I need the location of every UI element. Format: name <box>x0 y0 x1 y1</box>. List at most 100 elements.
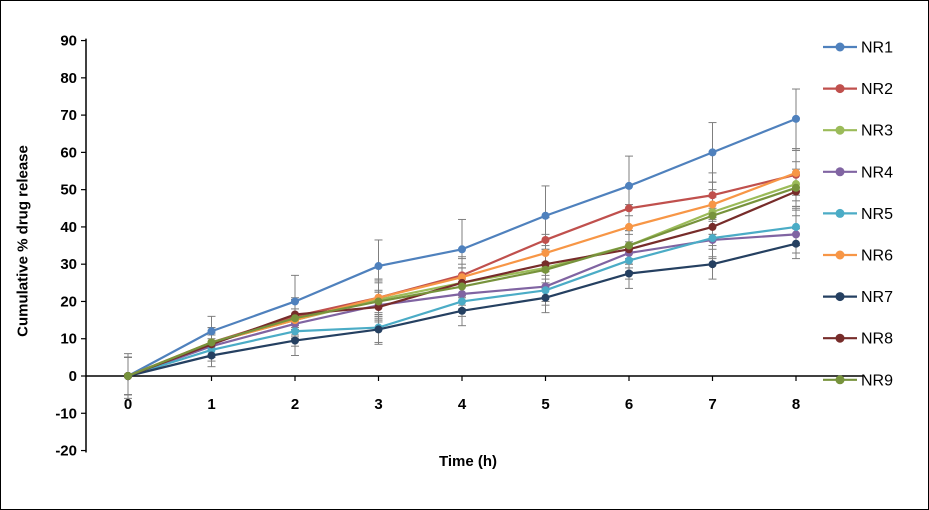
marker-NR2 <box>541 235 550 244</box>
marker-NR2 <box>708 191 717 200</box>
legend-label: NR7 <box>861 289 893 306</box>
legend-marker-dot <box>835 292 845 302</box>
x-tick-label: 8 <box>792 396 800 413</box>
series-NR7 <box>124 239 800 380</box>
x-tick-label: 3 <box>374 396 382 413</box>
marker-NR5 <box>625 256 633 265</box>
marker-NR7 <box>207 351 216 360</box>
legend-item-NR5: NR5 <box>823 206 893 223</box>
marker-NR5 <box>207 345 216 354</box>
marker-NR5 <box>291 327 299 336</box>
legend-marker-dot <box>835 167 845 177</box>
legend-marker-dot <box>835 42 845 52</box>
legend-marker-dot <box>835 250 845 260</box>
legend-label: NR3 <box>861 123 893 140</box>
marker-NR9 <box>541 265 550 274</box>
legend-item-NR6: NR6 <box>823 248 893 265</box>
legend-item-NR1: NR1 <box>823 40 893 57</box>
y-tick-label: 20 <box>60 293 77 310</box>
legend-item-NR8: NR8 <box>823 331 893 348</box>
series-NR6 <box>124 168 800 380</box>
x-tick-label: 0 <box>124 396 132 413</box>
y-tick-label: 10 <box>60 331 77 348</box>
marker-NR7 <box>792 239 800 248</box>
legend-label: NR2 <box>861 81 893 98</box>
marker-NR1 <box>291 297 299 306</box>
marker-NR7 <box>458 306 466 315</box>
marker-NR9 <box>708 211 717 220</box>
legend-marker-dot <box>835 375 845 385</box>
marker-NR1 <box>541 211 550 220</box>
marker-NR4 <box>458 290 466 299</box>
marker-NR7 <box>291 336 299 345</box>
legend-marker-dot <box>835 84 845 94</box>
marker-NR7 <box>374 325 383 334</box>
y-tick-label: 80 <box>60 70 77 87</box>
x-tick-label: 2 <box>291 396 299 413</box>
legend-label: NR5 <box>861 206 893 223</box>
x-tick-label: 7 <box>708 396 716 413</box>
legend-item-NR7: NR7 <box>823 289 893 306</box>
legend-marker-dot <box>835 333 845 343</box>
legend-marker-dot <box>835 125 845 135</box>
legend-label: NR9 <box>861 372 893 389</box>
marker-NR2 <box>625 204 633 213</box>
legend-label: NR4 <box>861 164 893 181</box>
y-tick-label: -10 <box>55 405 77 422</box>
marker-NR6 <box>625 222 633 231</box>
y-tick-label: 70 <box>60 107 77 124</box>
legend-item-NR4: NR4 <box>823 164 893 181</box>
marker-NR6 <box>792 168 800 177</box>
x-axis-title: Time (h) <box>438 453 498 470</box>
marker-NR9 <box>374 297 383 306</box>
series-NR9 <box>124 183 800 380</box>
y-tick-label: 90 <box>60 33 77 50</box>
marker-NR4 <box>792 230 800 239</box>
x-tick-label: 1 <box>207 396 215 413</box>
x-tick-label: 6 <box>625 396 633 413</box>
y-tick-label: 40 <box>60 219 77 236</box>
marker-NR7 <box>708 260 717 269</box>
marker-NR1 <box>625 181 633 190</box>
marker-NR9 <box>458 282 466 291</box>
legend-marker-dot <box>835 208 845 218</box>
legend-item-NR9: NR9 <box>823 372 893 389</box>
marker-NR8 <box>541 260 550 269</box>
marker-NR6 <box>541 249 550 258</box>
y-tick-label: 30 <box>60 256 77 273</box>
marker-NR9 <box>124 372 132 380</box>
marker-NR9 <box>207 338 216 347</box>
legend-label: NR6 <box>861 248 893 265</box>
marker-NR5 <box>458 297 466 306</box>
marker-NR7 <box>541 293 550 302</box>
y-tick-label: 0 <box>69 368 77 385</box>
marker-NR1 <box>708 148 717 157</box>
x-tick-label: 4 <box>458 396 467 413</box>
marker-NR6 <box>708 200 717 209</box>
series-NR1 <box>124 114 800 380</box>
marker-NR1 <box>792 114 800 123</box>
y-tick-label: 50 <box>60 182 77 199</box>
marker-NR9 <box>291 314 299 323</box>
legend-item-NR2: NR2 <box>823 81 893 98</box>
marker-NR9 <box>792 183 800 192</box>
marker-NR8 <box>374 303 383 312</box>
marker-NR1 <box>207 327 216 336</box>
legend-label: NR1 <box>861 40 893 57</box>
legend-item-NR3: NR3 <box>823 123 893 140</box>
marker-NR7 <box>625 269 633 278</box>
y-tick-label: 60 <box>60 144 77 161</box>
marker-NR1 <box>374 262 383 271</box>
marker-NR8 <box>708 222 717 231</box>
marker-NR5 <box>792 222 800 231</box>
marker-NR6 <box>458 273 466 282</box>
legend-label: NR8 <box>861 331 893 348</box>
y-tick-label: -20 <box>55 443 77 460</box>
marker-NR5 <box>708 234 717 243</box>
x-tick-label: 5 <box>541 396 549 413</box>
marker-NR9 <box>625 241 633 250</box>
y-axis-title: Cumulative % drug release <box>14 145 32 337</box>
marker-NR5 <box>541 286 550 295</box>
